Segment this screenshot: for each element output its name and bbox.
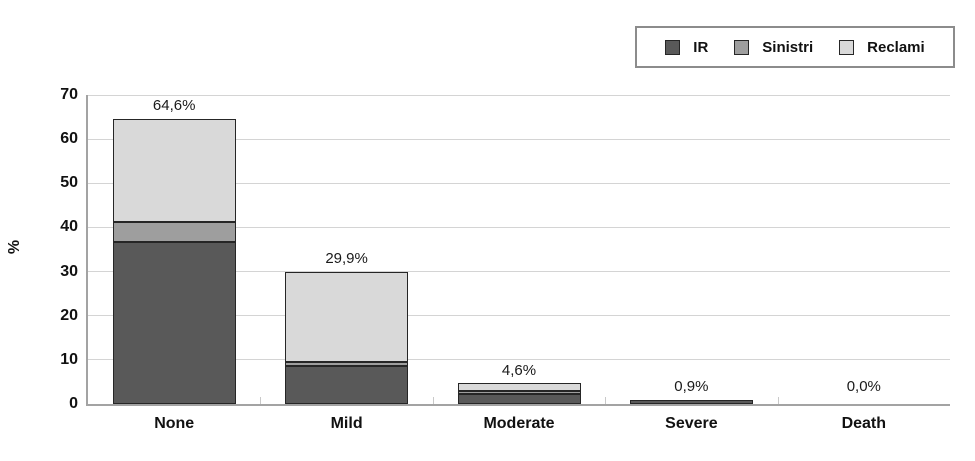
y-axis-line bbox=[86, 95, 88, 406]
x-category-label-death: Death bbox=[841, 415, 887, 432]
bar-segment-sinistri-none bbox=[112, 221, 236, 242]
y-tick-label-0: 0 bbox=[69, 395, 78, 412]
gridline-10 bbox=[88, 359, 950, 361]
bar-total-label-severe: 0,9% bbox=[674, 378, 709, 396]
legend: IR Sinistri Reclami bbox=[635, 26, 955, 68]
legend-label-reclami: Reclami bbox=[867, 38, 925, 56]
x-category-label-moderate: Moderate bbox=[483, 415, 555, 432]
y-tick-label-70: 70 bbox=[60, 86, 78, 103]
legend-item-reclami: Reclami bbox=[839, 39, 925, 56]
x-axis-tick bbox=[432, 397, 434, 404]
y-axis-title: % bbox=[6, 239, 24, 255]
bar-segment-ir-none bbox=[112, 242, 236, 404]
bar-segment-reclami-moderate bbox=[457, 383, 581, 392]
bar-segment-ir-mild bbox=[285, 366, 409, 404]
bar-segment-ir-severe bbox=[629, 400, 753, 404]
gridline-40 bbox=[88, 226, 950, 228]
x-axis-tick bbox=[777, 397, 779, 404]
y-tick-label-10: 10 bbox=[60, 350, 78, 368]
bar-segment-reclami-none bbox=[112, 118, 236, 222]
bar-total-label-none: 64,6% bbox=[152, 96, 196, 114]
y-tick-label-60: 60 bbox=[60, 130, 78, 148]
bar-total-label-moderate: 4,6% bbox=[501, 361, 537, 379]
legend-label-sinistri: Sinistri bbox=[762, 38, 814, 56]
gridline-20 bbox=[88, 315, 950, 317]
legend-swatch-sinistri bbox=[734, 39, 750, 55]
x-category-label-severe: Severe bbox=[665, 415, 718, 432]
gridline-60 bbox=[88, 138, 950, 140]
x-axis-tick bbox=[605, 397, 607, 404]
y-tick-label-20: 20 bbox=[60, 306, 78, 324]
bar-segment-sinistri-moderate bbox=[457, 390, 581, 394]
x-category-label-none: None bbox=[154, 415, 195, 432]
x-axis-tick bbox=[260, 397, 262, 404]
x-category-label-mild: Mild bbox=[330, 415, 363, 432]
gridline-50 bbox=[88, 182, 950, 184]
gridline-70 bbox=[88, 94, 950, 96]
bar-segment-sinistri-mild bbox=[285, 362, 409, 367]
bar-segment-ir-moderate bbox=[457, 394, 581, 404]
x-axis-line bbox=[86, 404, 950, 406]
bar-segment-reclami-mild bbox=[285, 272, 409, 363]
bar-total-label-mild: 29,9% bbox=[325, 250, 368, 267]
y-tick-label-30: 30 bbox=[60, 262, 78, 280]
legend-swatch-reclami bbox=[839, 39, 855, 55]
legend-swatch-ir bbox=[665, 39, 681, 55]
legend-item-ir: IR bbox=[665, 39, 708, 56]
legend-label-ir: IR bbox=[693, 38, 709, 56]
bar-total-label-death: 0,0% bbox=[846, 378, 881, 395]
gridline-30 bbox=[88, 271, 950, 273]
y-tick-label-40: 40 bbox=[60, 218, 78, 236]
legend-item-sinistri: Sinistri bbox=[734, 39, 813, 56]
y-tick-label-50: 50 bbox=[60, 174, 78, 192]
